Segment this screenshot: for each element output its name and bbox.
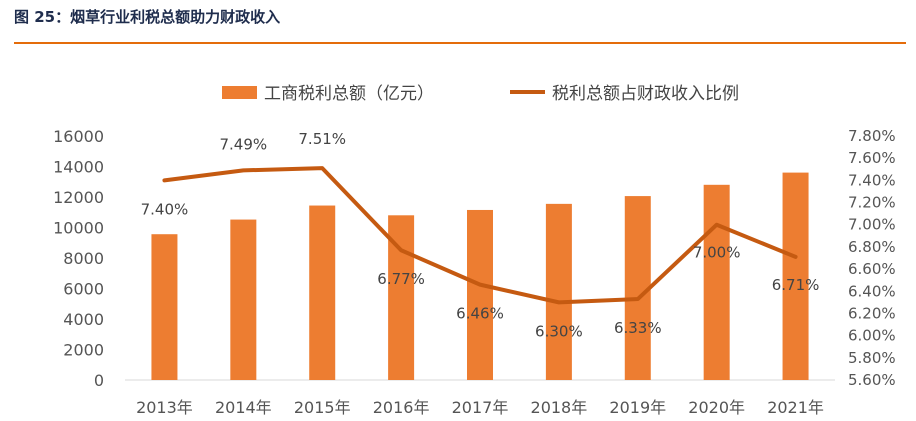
x-axis: 2013年 2014年 2015年 2016年 2017年 2018年 2019年 2020年… (136, 398, 824, 417)
y-left-tick-label: 16000 (53, 127, 104, 146)
x-tick-label: 2016年 (373, 398, 430, 417)
data-labels: 7.40% 7.49% 7.51% 6.77% 6.46% 6.30% 6.33% 7.00%… (141, 130, 820, 340)
legend-label-line: 税利总额占财政收入比例 (552, 84, 739, 104)
y-left-tick-label: 4000 (63, 310, 104, 329)
legend-label-bar: 工商税利总额（亿元） (264, 84, 434, 104)
data-label: 7.51% (298, 130, 346, 148)
x-tick-label: 2020年 (688, 398, 745, 417)
bar (151, 234, 178, 380)
title-rule (14, 42, 906, 44)
y-right-tick-label: 6.00% (848, 327, 896, 345)
y-left-tick-label: 8000 (63, 249, 104, 268)
x-tick-label: 2013年 (136, 398, 193, 417)
y-right-tick-label: 5.80% (848, 349, 896, 367)
y-right-tick-label: 6.80% (848, 238, 896, 256)
y-right-tick-label: 7.20% (848, 194, 896, 212)
y-right-tick-label: 7.40% (848, 171, 896, 189)
y-axis-left: 0 2000 4000 6000 8000 10000 12000 14000 16000 (53, 127, 104, 390)
bar (230, 219, 257, 380)
y-left-tick-label: 2000 (63, 341, 104, 360)
y-left-tick-label: 6000 (63, 280, 104, 299)
x-tick-label: 2017年 (452, 398, 509, 417)
x-tick-label: 2015年 (294, 398, 351, 417)
x-tick-label: 2019年 (609, 398, 666, 417)
y-left-tick-label: 10000 (53, 219, 104, 238)
bar (624, 196, 651, 380)
ratio-line (162, 166, 798, 305)
y-right-tick-label: 7.00% (848, 216, 896, 234)
data-label: 6.71% (772, 276, 820, 294)
y-left-tick-label: 14000 (53, 158, 104, 177)
data-label: 6.33% (614, 319, 662, 337)
data-label: 6.30% (535, 322, 583, 340)
y-right-tick-label: 6.40% (848, 282, 896, 300)
bar (703, 184, 730, 380)
y-right-tick-label: 7.80% (848, 127, 896, 145)
y-right-tick-label: 6.60% (848, 260, 896, 278)
figure-title: 图 25：烟草行业利税总额助力财政收入 (14, 8, 281, 26)
x-tick-label: 2021年 (767, 398, 824, 417)
data-label: 6.46% (456, 305, 504, 323)
data-label: 7.40% (141, 200, 189, 218)
y-right-tick-label: 6.20% (848, 304, 896, 322)
y-left-tick-label: 0 (94, 371, 104, 390)
bar (309, 205, 336, 380)
data-label: 7.00% (693, 244, 741, 262)
bar (545, 203, 572, 380)
bar-series (151, 172, 809, 380)
data-label: 6.77% (377, 270, 425, 288)
y-right-tick-label: 7.60% (848, 149, 896, 167)
y-right-tick-label: 5.60% (848, 371, 896, 389)
legend: 工商税利总额（亿元） 税利总额占财政收入比例 (222, 84, 739, 104)
y-axis-right: 5.60% 5.80% 6.00% 6.20% 6.40% 6.60% 6.80% 7.00%… (848, 127, 896, 389)
bar (467, 209, 493, 380)
data-label: 7.49% (220, 135, 268, 153)
x-tick-label: 2014年 (215, 398, 272, 417)
x-tick-label: 2018年 (531, 398, 588, 417)
bar (782, 172, 809, 380)
y-left-tick-label: 12000 (53, 188, 104, 207)
legend-swatch-bar (222, 86, 257, 99)
